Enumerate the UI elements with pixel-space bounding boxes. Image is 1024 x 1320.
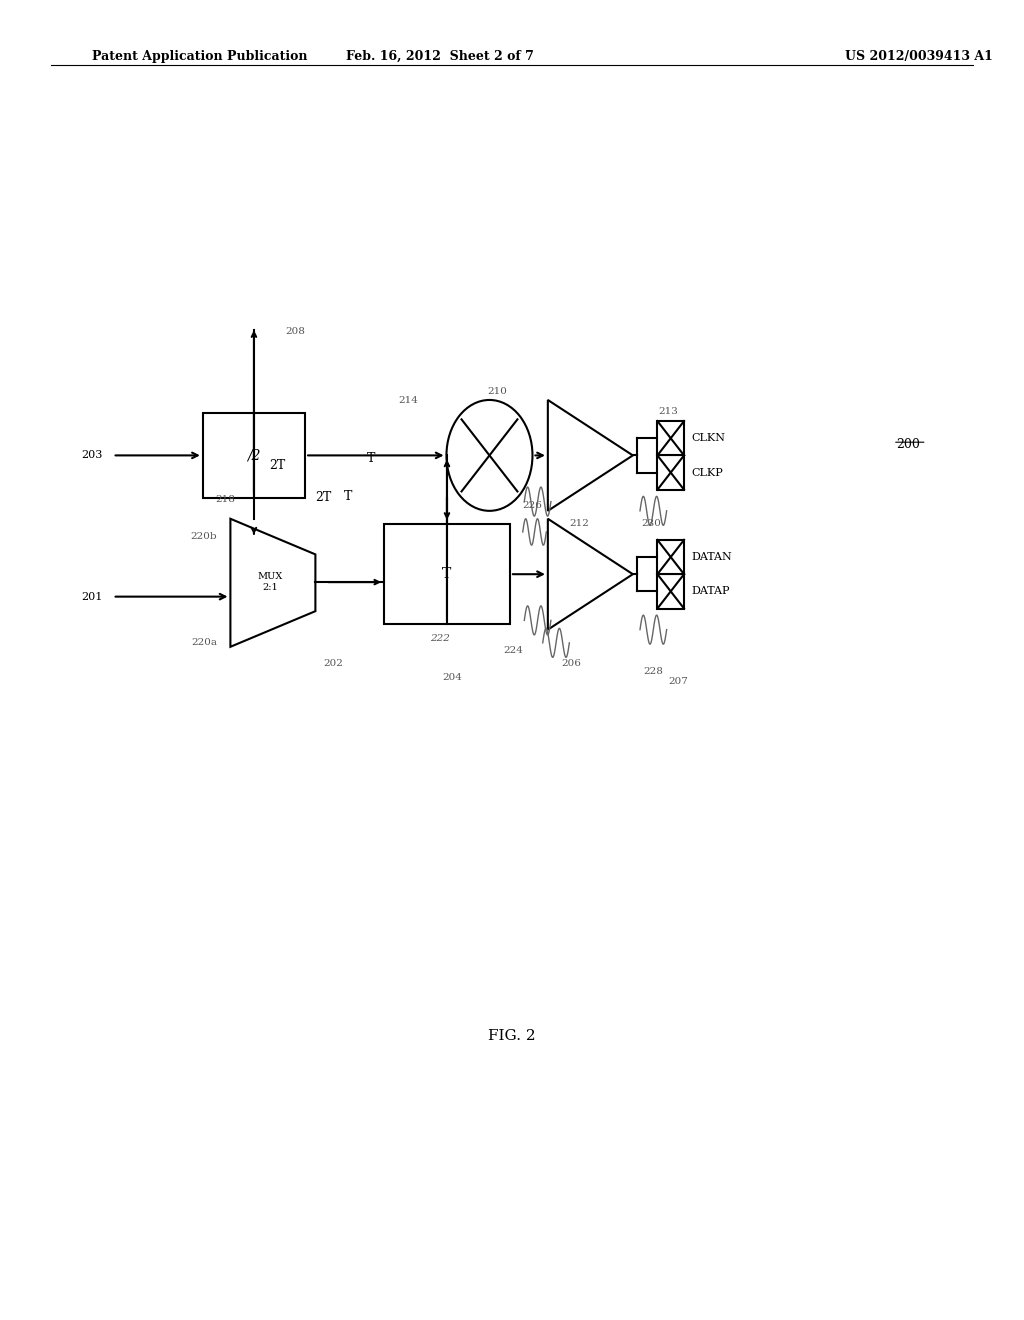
Text: 204: 204	[442, 673, 462, 682]
Text: T: T	[344, 490, 352, 503]
Text: 2T: 2T	[269, 459, 286, 473]
Text: 222: 222	[430, 634, 450, 643]
Text: CLKN: CLKN	[691, 433, 725, 444]
Text: MUX
2:1: MUX 2:1	[257, 573, 283, 591]
Text: CLKP: CLKP	[691, 467, 723, 478]
Text: 201: 201	[81, 591, 102, 602]
Text: FIG. 2: FIG. 2	[488, 1030, 536, 1043]
Bar	[657, 455, 684, 490]
Text: 220b: 220b	[190, 532, 217, 541]
Text: DATAN: DATAN	[691, 552, 732, 562]
Bar	[203, 413, 305, 498]
Text: T: T	[442, 568, 452, 581]
Circle shape	[446, 400, 532, 511]
Text: 230: 230	[641, 519, 660, 528]
Bar	[657, 574, 684, 609]
Text: 202: 202	[324, 659, 343, 668]
Text: Patent Application Publication: Patent Application Publication	[92, 50, 307, 63]
Text: 207: 207	[669, 677, 688, 686]
Text: T: T	[367, 451, 375, 465]
Bar	[384, 524, 510, 624]
Polygon shape	[548, 400, 633, 511]
Polygon shape	[230, 519, 315, 647]
Text: US 2012/0039413 A1: US 2012/0039413 A1	[846, 50, 993, 63]
Text: Feb. 16, 2012  Sheet 2 of 7: Feb. 16, 2012 Sheet 2 of 7	[346, 50, 535, 63]
Text: 213: 213	[658, 407, 678, 416]
Text: /2: /2	[247, 449, 261, 462]
Text: 200: 200	[896, 438, 920, 451]
Text: 214: 214	[398, 396, 418, 405]
Text: 203: 203	[81, 450, 102, 461]
Text: 2T: 2T	[315, 491, 332, 504]
Text: 212: 212	[569, 519, 589, 528]
Text: 218: 218	[216, 495, 236, 504]
Bar	[657, 421, 684, 455]
Polygon shape	[548, 519, 633, 630]
Text: 208: 208	[285, 327, 305, 337]
Text: 206: 206	[561, 659, 581, 668]
Text: 226: 226	[522, 500, 542, 510]
Text: 224: 224	[504, 645, 523, 655]
Bar	[657, 540, 684, 574]
Text: DATAP: DATAP	[691, 586, 730, 597]
Text: 220a: 220a	[191, 638, 217, 647]
Text: 210: 210	[487, 387, 507, 396]
Text: 228: 228	[643, 667, 663, 676]
